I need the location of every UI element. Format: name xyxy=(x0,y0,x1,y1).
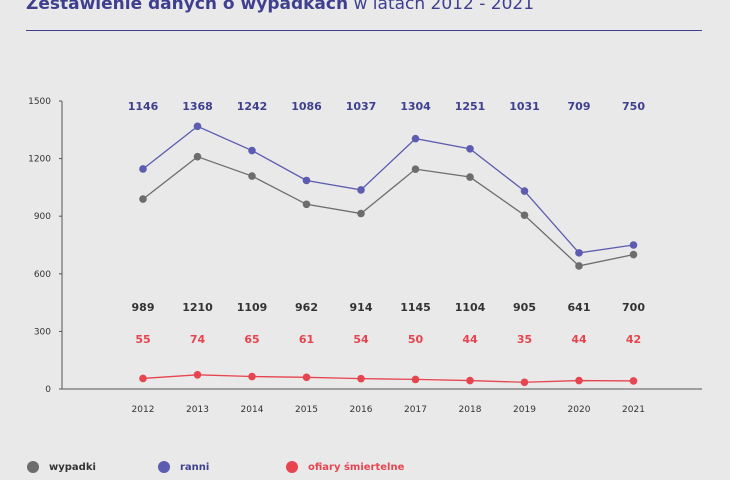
x-tick-label: 2019 xyxy=(513,405,536,415)
data-label-ranni: 1146 xyxy=(128,100,159,113)
data-point-wypadki xyxy=(629,250,638,259)
data-label-ranni: 1037 xyxy=(346,100,377,113)
data-point-ofiary xyxy=(193,370,202,379)
data-label-wypadki: 1210 xyxy=(182,301,213,314)
line-chart: 0 300 600 900 1200 1500 2012 2013 2014 2015 2016 20… xyxy=(28,97,702,415)
data-label-ofiary: 44 xyxy=(571,333,587,346)
legend-dot-ranni xyxy=(158,461,170,473)
data-point-ranni xyxy=(466,145,474,153)
y-tick-label: 900 xyxy=(34,212,51,222)
data-point-ranni xyxy=(357,186,365,194)
chart-title-bold: Zestawienie danych o wypadkach xyxy=(26,0,349,14)
data-label-wypadki: 905 xyxy=(513,301,536,314)
data-point-ofiary xyxy=(357,374,365,383)
chart-title: Zestawienie danych o wypadkach w latach … xyxy=(26,0,534,14)
data-point-ranni xyxy=(139,165,147,173)
data-label-wypadki: 700 xyxy=(622,301,645,314)
legend-dot-ofiary xyxy=(286,461,298,473)
x-tick-label: 2013 xyxy=(186,405,209,415)
data-point-ofiary xyxy=(575,376,583,385)
data-point-wypadki xyxy=(139,195,147,203)
data-label-ranni: 1086 xyxy=(291,100,322,113)
data-point-ranni xyxy=(302,176,311,185)
data-point-ofiary xyxy=(520,378,529,387)
data-label-ofiary: 65 xyxy=(244,333,259,346)
series-line-ofiary xyxy=(142,374,634,383)
data-label-ofiary: 50 xyxy=(408,333,424,346)
x-tick-label: 2014 xyxy=(241,405,264,415)
data-point-ofiary xyxy=(466,376,474,385)
data-point-ranni xyxy=(520,187,529,195)
data-label-ranni: 1031 xyxy=(509,100,540,113)
data-point-wypadki xyxy=(520,211,529,220)
data-point-wypadki xyxy=(193,152,202,161)
y-tick-label: 300 xyxy=(34,327,51,337)
data-label-ranni: 1368 xyxy=(182,100,213,113)
legend-label-wypadki: wypadki xyxy=(49,461,96,473)
data-point-ranni xyxy=(629,241,638,249)
y-tick-label: 0 xyxy=(45,385,51,395)
data-point-ofiary xyxy=(411,375,420,384)
data-label-ofiary: 54 xyxy=(353,333,369,346)
x-tick-label: 2016 xyxy=(350,405,373,415)
data-point-ranni xyxy=(193,122,202,131)
data-point-ranni xyxy=(248,146,256,155)
x-tick-label: 2020 xyxy=(568,405,591,415)
data-label-ofiary: 44 xyxy=(462,333,478,346)
data-label-wypadki: 641 xyxy=(568,301,591,314)
data-point-ranni xyxy=(575,249,583,257)
x-tick-label: 2021 xyxy=(622,405,645,415)
data-point-wypadki xyxy=(302,200,311,209)
x-tick-label: 2012 xyxy=(132,405,155,415)
x-tick-label: 2018 xyxy=(459,405,482,415)
data-label-ofiary: 55 xyxy=(135,333,150,346)
data-point-ofiary xyxy=(139,374,147,383)
data-point-wypadki xyxy=(575,262,583,270)
data-label-ranni: 750 xyxy=(622,100,645,113)
data-label-wypadki: 989 xyxy=(132,301,155,314)
data-label-wypadki: 914 xyxy=(350,301,373,314)
series-line-ranni xyxy=(142,125,634,254)
y-tick-label: 1500 xyxy=(28,97,51,107)
data-label-ofiary: 74 xyxy=(190,333,206,346)
x-tick-label: 2017 xyxy=(404,405,427,415)
series-line-wypadki xyxy=(142,155,634,267)
y-tick-label: 1200 xyxy=(28,155,51,165)
data-label-ofiary: 61 xyxy=(299,333,314,346)
data-point-wypadki xyxy=(411,165,420,173)
legend-item-ranni: ranni xyxy=(158,461,209,473)
data-point-wypadki xyxy=(357,209,365,218)
data-label-ranni: 1304 xyxy=(400,100,431,113)
data-label-ofiary: 35 xyxy=(517,333,532,346)
title-divider xyxy=(26,30,702,31)
data-point-ofiary xyxy=(248,372,256,381)
data-label-ranni: 1242 xyxy=(237,100,268,113)
y-tick-label: 600 xyxy=(34,270,51,280)
x-tick-label: 2015 xyxy=(295,405,318,415)
data-label-wypadki: 1109 xyxy=(237,301,268,314)
data-label-ranni: 709 xyxy=(568,100,591,113)
data-point-ofiary xyxy=(302,373,311,382)
legend-label-ranni: ranni xyxy=(180,461,210,473)
data-label-wypadki: 962 xyxy=(295,301,318,314)
data-label-ranni: 1251 xyxy=(455,100,486,113)
data-label-wypadki: 1104 xyxy=(455,301,486,314)
data-point-ofiary xyxy=(629,377,638,385)
legend-item-wypadki: wypadki xyxy=(27,461,96,473)
data-label-wypadki: 1145 xyxy=(400,301,431,314)
legend-label-ofiary: ofiary śmiertelne xyxy=(308,461,405,473)
data-point-wypadki xyxy=(248,172,256,180)
data-point-wypadki xyxy=(466,173,474,181)
legend-item-ofiary: ofiary śmiertelne xyxy=(286,461,404,473)
chart-title-rest: w latach 2012 - 2021 xyxy=(348,0,535,14)
legend-dot-wypadki xyxy=(27,461,39,473)
data-label-ofiary: 42 xyxy=(626,333,641,346)
data-point-ranni xyxy=(411,134,420,143)
